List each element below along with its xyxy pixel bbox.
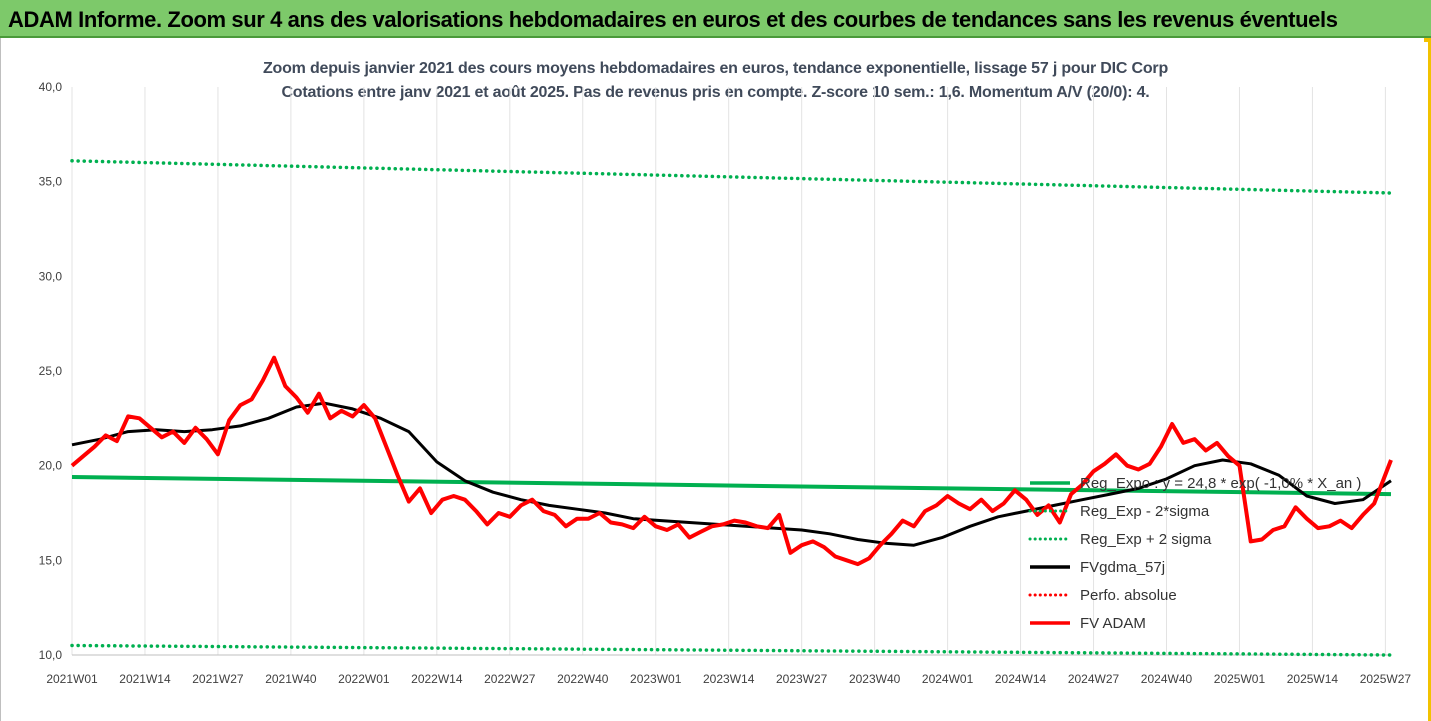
x-tick-label: 2024W14	[995, 672, 1047, 686]
x-tick-label: 2021W01	[46, 672, 98, 686]
legend-label: FVgdma_57j	[1080, 559, 1165, 576]
chart-title: Zoom depuis janvier 2021 des cours moyen…	[262, 60, 1169, 77]
x-tick-label: 2022W14	[411, 672, 463, 686]
legend-label: FV ADAM	[1080, 615, 1146, 632]
x-tick-label: 2024W27	[1068, 672, 1120, 686]
series-reg-expo	[71, 475, 1392, 497]
y-tick-label: 40,0	[39, 80, 63, 94]
legend-label: Perfo. absolue	[1080, 587, 1177, 604]
x-tick-label: 2023W40	[849, 672, 901, 686]
x-tick-label: 2021W27	[192, 672, 244, 686]
corner-marker	[1424, 38, 1431, 42]
x-tick-label: 2021W40	[265, 672, 317, 686]
x-tick-label: 2021W14	[119, 672, 171, 686]
report-title: ADAM Informe. Zoom sur 4 ans des valoris…	[8, 7, 1338, 32]
legend-label: Reg_Exp + 2 sigma	[1080, 531, 1212, 548]
series-reg-exp-plus-2sigma	[70, 159, 1393, 195]
chart-subtitle: Cotations entre janv 2021 et août 2025. …	[281, 84, 1150, 101]
legend-label: Reg_Exp - 2*sigma	[1080, 503, 1210, 520]
x-tick-label: 2025W27	[1360, 672, 1412, 686]
report-banner: ADAM Informe. Zoom sur 4 ans des valoris…	[0, 0, 1431, 38]
y-tick-label: 10,0	[39, 648, 63, 662]
x-tick-label: 2023W27	[776, 672, 828, 686]
y-tick-label: 15,0	[39, 553, 63, 567]
x-tick-label: 2022W40	[557, 672, 609, 686]
x-tick-label: 2024W01	[922, 672, 974, 686]
legend-label: Reg_Expo : y = 24,8 * exp( -1,0% * X_an …	[1080, 475, 1361, 492]
x-tick-label: 2022W01	[338, 672, 390, 686]
x-tick-label: 2025W01	[1214, 672, 1266, 686]
series-fvgdma-57j	[71, 401, 1392, 547]
chart-frame	[0, 38, 1431, 721]
x-tick-label: 2023W01	[630, 672, 682, 686]
y-tick-label: 30,0	[39, 269, 63, 283]
series-fv-adam	[70, 355, 1393, 567]
x-tick-label: 2024W40	[1141, 672, 1193, 686]
x-tick-label: 2022W27	[484, 672, 536, 686]
y-tick-label: 35,0	[39, 175, 63, 189]
x-tick-label: 2025W14	[1287, 672, 1339, 686]
y-tick-label: 20,0	[39, 459, 63, 473]
x-tick-label: 2023W14	[703, 672, 755, 686]
series-reg-exp-minus-2sigma	[70, 643, 1393, 657]
y-tick-label: 25,0	[39, 364, 63, 378]
